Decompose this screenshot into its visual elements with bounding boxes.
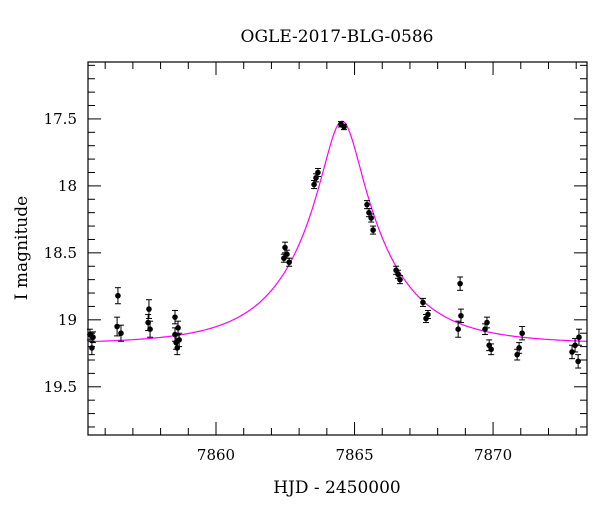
- data-point: [488, 343, 495, 356]
- point-marker: [172, 331, 178, 338]
- point-marker: [572, 342, 578, 349]
- point-marker: [576, 334, 582, 341]
- data-point: [280, 253, 287, 263]
- data-point: [114, 316, 121, 337]
- point-marker: [397, 276, 403, 283]
- y-tick-label: 18: [58, 177, 77, 195]
- data-point: [117, 324, 124, 342]
- point-marker: [457, 280, 463, 287]
- point-marker: [281, 255, 287, 262]
- data-point: [176, 332, 183, 348]
- data-point: [147, 320, 154, 338]
- data-point: [575, 328, 582, 346]
- data-point: [519, 326, 526, 341]
- data-point: [455, 320, 462, 338]
- point-marker: [516, 345, 522, 351]
- point-marker: [175, 325, 181, 331]
- point-marker: [484, 319, 490, 326]
- data-point: [419, 297, 426, 307]
- point-marker: [286, 259, 292, 266]
- data-point: [88, 340, 95, 356]
- x-axis-label: HJD - 2450000: [273, 478, 401, 498]
- x-tick-label: 7860: [197, 446, 235, 464]
- y-tick-label: 19.5: [44, 378, 77, 396]
- data-point: [516, 342, 523, 354]
- data-point: [396, 275, 403, 285]
- chart-title: OGLE-2017-BLG-0586: [241, 27, 434, 47]
- point-marker: [368, 215, 374, 221]
- axis-ticks: 7860 7865 7870 17.5 18 18.5 19 19.5: [44, 62, 587, 464]
- data-point: [457, 308, 464, 323]
- point-marker: [115, 292, 121, 299]
- data-point: [341, 123, 348, 131]
- point-marker: [114, 323, 120, 330]
- point-marker: [569, 349, 575, 355]
- data-point: [145, 299, 152, 319]
- point-marker: [282, 244, 288, 251]
- data-points: [86, 121, 582, 369]
- data-point: [370, 225, 377, 235]
- point-marker: [146, 306, 152, 312]
- point-marker: [575, 358, 581, 365]
- data-point: [457, 276, 464, 291]
- y-tick-label: 19: [58, 311, 77, 329]
- data-point: [175, 320, 182, 336]
- data-point: [286, 257, 293, 267]
- x-tick-label: 7865: [335, 446, 373, 464]
- point-marker: [455, 326, 461, 332]
- x-tick-label: 7870: [474, 446, 512, 464]
- data-point: [114, 287, 121, 305]
- point-marker: [458, 313, 464, 319]
- data-point: [314, 167, 321, 178]
- point-marker: [341, 124, 347, 130]
- point-marker: [370, 227, 376, 233]
- point-marker: [284, 251, 290, 257]
- data-point: [364, 200, 371, 210]
- data-point: [171, 309, 178, 325]
- data-point: [89, 331, 96, 344]
- point-marker: [118, 330, 124, 337]
- data-point: [368, 213, 375, 223]
- point-marker: [364, 201, 370, 208]
- data-point: [483, 316, 490, 329]
- point-marker: [147, 326, 153, 332]
- y-tick-label: 17.5: [44, 110, 77, 128]
- point-marker: [89, 345, 95, 351]
- point-marker: [488, 346, 494, 353]
- point-marker: [90, 334, 96, 341]
- point-marker: [519, 330, 525, 337]
- point-marker: [311, 181, 317, 188]
- y-axis-label: I magnitude: [12, 196, 32, 300]
- point-marker: [420, 299, 426, 306]
- point-marker: [176, 337, 182, 343]
- y-tick-label: 18.5: [44, 244, 77, 262]
- model-curve: [88, 120, 588, 343]
- data-point: [575, 354, 582, 369]
- point-marker: [172, 314, 178, 320]
- point-marker: [315, 169, 321, 176]
- data-point: [424, 309, 431, 319]
- model-line: [88, 120, 588, 343]
- point-marker: [425, 311, 431, 318]
- plot-frame: [87, 61, 588, 436]
